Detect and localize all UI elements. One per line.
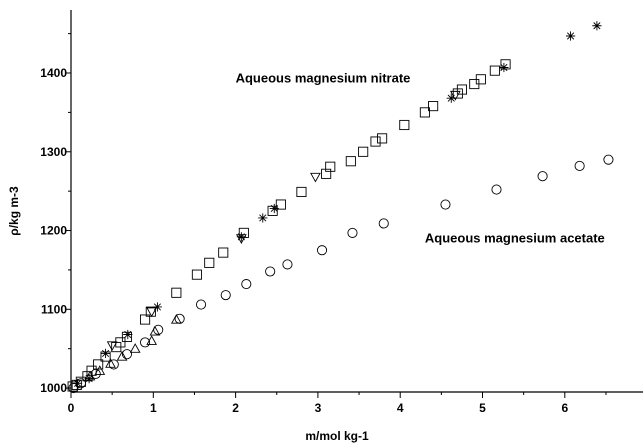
square-marker [171, 287, 182, 298]
square-marker [325, 161, 336, 172]
square-marker [475, 74, 486, 85]
annotations: Aqueous magnesium nitrate Aqueous magnesi… [236, 70, 605, 245]
x-tick-label: 3 [315, 401, 322, 415]
circle-marker [491, 184, 502, 195]
circle-marker [347, 227, 358, 238]
square-marker [296, 186, 307, 197]
x-tick-label: 5 [479, 401, 486, 415]
square-marker [204, 257, 215, 268]
asterisk-marker [84, 374, 94, 384]
asterisk-marker [72, 378, 83, 388]
triangle-down-marker [310, 172, 321, 183]
asterisk-marker [499, 62, 509, 73]
circle-marker [574, 160, 585, 172]
x-axis-ticks: 0 1 2 3 4 5 6 [68, 392, 607, 415]
x-tick-label: 2 [232, 401, 239, 415]
square-marker [321, 168, 332, 179]
triangle-up-marker [146, 335, 158, 345]
square-marker [428, 101, 439, 112]
triangle-up-marker [94, 365, 106, 375]
chart-annotation: Aqueous magnesium acetate [425, 230, 605, 245]
circle-marker [378, 218, 389, 229]
y-tick-label: 1300 [40, 145, 67, 159]
circle-marker [537, 171, 548, 182]
x-tick-label: 1 [150, 401, 157, 415]
asterisk-marker [446, 93, 456, 103]
y-axis-ticks: 1000 1100 1200 1300 1400 [40, 33, 71, 395]
asterisk-marker [236, 232, 246, 242]
circle-marker [195, 299, 207, 310]
square-marker [275, 199, 286, 210]
square-marker [456, 84, 467, 95]
square-marker [71, 379, 82, 390]
square-marker [140, 314, 151, 325]
circle-marker [220, 290, 231, 301]
asterisk-marker [592, 21, 602, 31]
square-marker [399, 119, 410, 131]
square-marker [191, 269, 202, 280]
square-marker [370, 136, 381, 147]
asterisk-marker [152, 302, 163, 312]
y-tick-label: 1400 [40, 66, 67, 80]
triangle-down-marker [449, 90, 461, 101]
asterisk-marker [100, 348, 111, 359]
square-marker [419, 107, 430, 118]
x-tick-label: 0 [68, 401, 75, 415]
axes [70, 10, 643, 393]
circle-marker [440, 199, 451, 210]
circle-marker [108, 359, 119, 370]
square-marker [145, 306, 156, 317]
chart-annotation: Aqueous magnesium nitrate [236, 70, 411, 85]
square-marker [377, 133, 388, 144]
square-marker [121, 331, 133, 342]
square-marker [452, 88, 463, 99]
asterisk-marker [269, 203, 279, 214]
asterisk-marker [565, 31, 576, 41]
circle-marker [282, 259, 293, 270]
asterisk-marker [258, 213, 268, 223]
circle-marker [140, 337, 151, 348]
data-points [67, 21, 614, 394]
x-tick-label: 6 [561, 401, 568, 415]
circle-marker [121, 349, 133, 360]
triangle-down-marker [146, 307, 158, 318]
square-marker [115, 337, 126, 348]
y-tick-label: 1100 [41, 302, 67, 316]
triangle-up-marker [116, 351, 128, 361]
circle-marker [241, 279, 252, 290]
y-tick-label: 1000 [40, 381, 67, 395]
triangle-up-marker [170, 314, 182, 324]
triangle-up-marker [105, 358, 116, 368]
triangle-up-marker [129, 343, 141, 353]
circle-marker [265, 266, 276, 277]
square-marker [238, 227, 249, 238]
square-marker [218, 247, 229, 258]
circle-marker [316, 245, 328, 256]
square-marker [358, 146, 369, 157]
y-tick-label: 1200 [40, 224, 67, 238]
y-axis-title: ρ/kg m-3 [7, 186, 21, 236]
asterisk-marker [123, 329, 133, 340]
square-marker [345, 156, 356, 167]
square-marker [489, 65, 500, 76]
triangle-down-marker [106, 341, 118, 352]
x-axis-title: m/mol kg-1 [305, 429, 369, 443]
triangle-up-marker [149, 325, 161, 336]
x-tick-label: 4 [397, 401, 404, 415]
circle-marker [603, 154, 614, 165]
